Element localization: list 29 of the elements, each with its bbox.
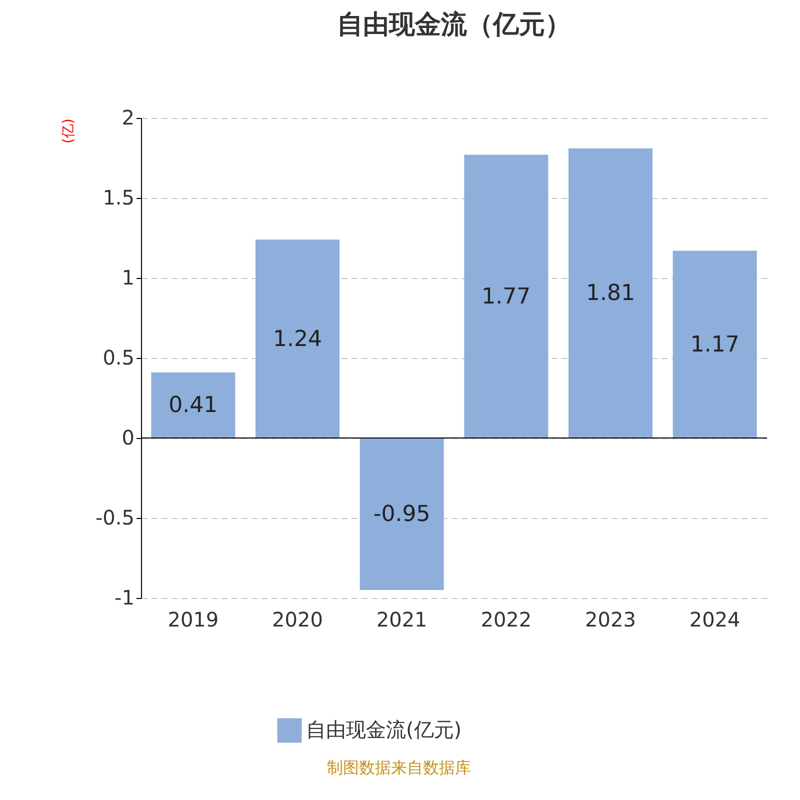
y-tick-label: 1: [122, 266, 134, 290]
text: 制图数据来自数据库: [327, 758, 471, 777]
x-tick-label: 2023: [585, 608, 636, 632]
bar: [360, 438, 444, 590]
x-tick-label: 2019: [168, 608, 219, 632]
data-label: 1.77: [482, 284, 531, 310]
x-tick-label: 2020: [272, 608, 323, 632]
legend-label: 自由现金流(亿元): [306, 718, 462, 742]
bar: [672, 250, 757, 438]
data-label: 1.81: [586, 281, 635, 306]
y-axis-title: (亿): [60, 118, 76, 144]
bar: [464, 154, 548, 438]
data-label: 0.41: [168, 393, 218, 418]
y-tick-label: 2: [122, 106, 134, 130]
y-tick-label: 0.5: [102, 346, 134, 370]
y-tick-label: -1: [114, 586, 134, 610]
y-tick-label: -0.5: [95, 506, 134, 530]
bar: [151, 372, 236, 438]
chart-title: 自由现金流（亿元）: [337, 10, 571, 40]
x-tick-label: 2021: [376, 608, 428, 632]
data-label: 1.24: [273, 326, 322, 352]
bar: [256, 240, 340, 438]
x-tick-label: 2022: [480, 608, 532, 632]
y-tick-label: 1.5: [102, 186, 134, 210]
bar: [568, 148, 652, 438]
data-label: -0.95: [373, 502, 430, 527]
y-tick-label: 0: [122, 426, 134, 450]
data-label: 1.17: [690, 332, 740, 358]
x-tick-label: 2024: [689, 608, 740, 632]
